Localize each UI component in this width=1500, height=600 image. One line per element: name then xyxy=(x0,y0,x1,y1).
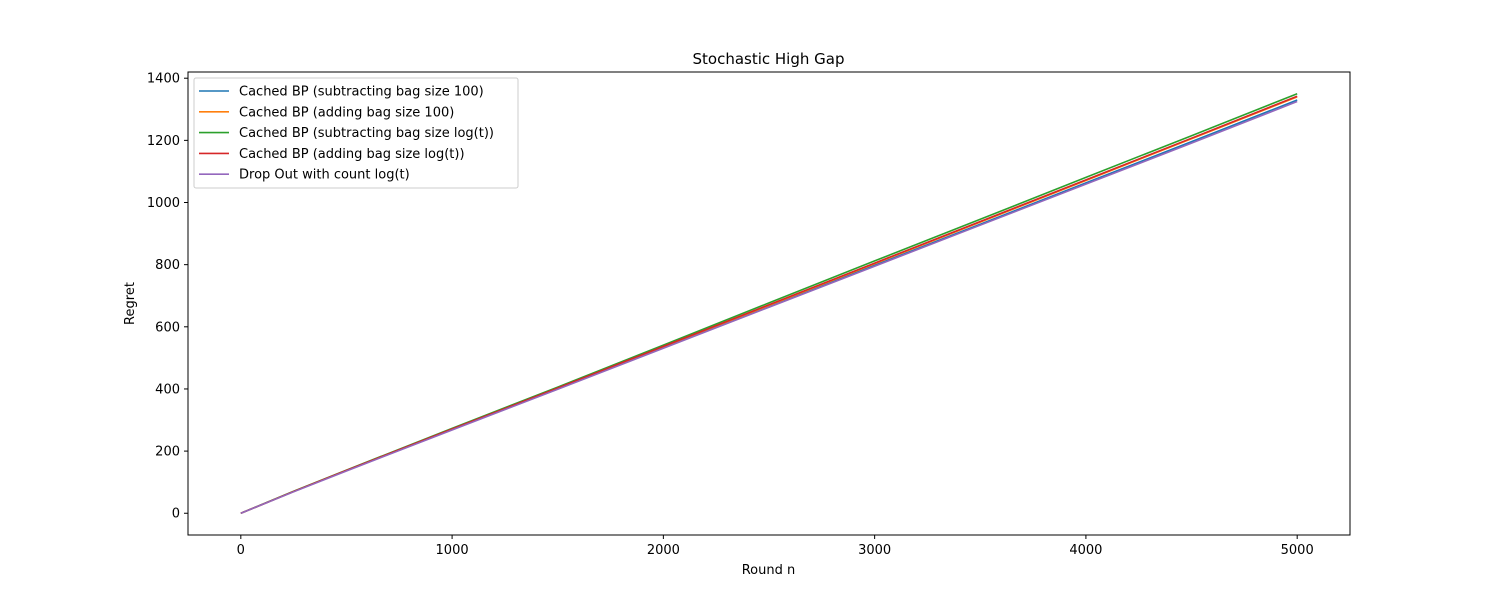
x-tick-label: 5000 xyxy=(1281,543,1314,558)
y-tick-label: 1400 xyxy=(147,72,180,87)
y-axis-label: Regret xyxy=(123,282,138,325)
y-tick-label: 1200 xyxy=(147,134,180,149)
x-tick-label: 3000 xyxy=(858,543,891,558)
series-lines xyxy=(240,93,1298,514)
y-tick-label: 400 xyxy=(155,382,180,397)
y-tick-label: 800 xyxy=(155,258,180,273)
legend: Cached BP (subtracting bag size 100) Cach… xyxy=(193,77,519,189)
legend-label-1: Cached BP (subtracting bag size 100) xyxy=(239,85,484,100)
y-tick-label: 1000 xyxy=(147,196,180,211)
legend-box xyxy=(193,77,519,189)
legend-label-2: Cached BP (adding bag size 100) xyxy=(239,105,454,120)
legend-label-5: Drop Out with count log(t) xyxy=(239,168,410,183)
y-axis: 0 200 400 600 800 1000 1200 1400 xyxy=(147,72,188,522)
y-tick-label: 200 xyxy=(155,445,180,460)
legend-label-4: Cached BP (adding bag size log(t)) xyxy=(239,147,465,162)
y-tick-label: 0 xyxy=(172,507,180,522)
series-line-5 xyxy=(240,100,1298,514)
x-tick-label: 2000 xyxy=(647,543,680,558)
x-tick-label: 0 xyxy=(237,543,245,558)
x-axis-label: Round n xyxy=(742,563,796,578)
x-tick-label: 4000 xyxy=(1069,543,1102,558)
chart-title: Stochastic High Gap xyxy=(693,50,845,68)
x-tick-label: 1000 xyxy=(436,543,469,558)
plot-frame xyxy=(187,71,1351,536)
y-tick-label: 600 xyxy=(155,320,180,335)
legend-label-3: Cached BP (subtracting bag size log(t)) xyxy=(239,126,494,141)
x-axis: 0 1000 2000 3000 4000 5000 xyxy=(237,535,1314,558)
